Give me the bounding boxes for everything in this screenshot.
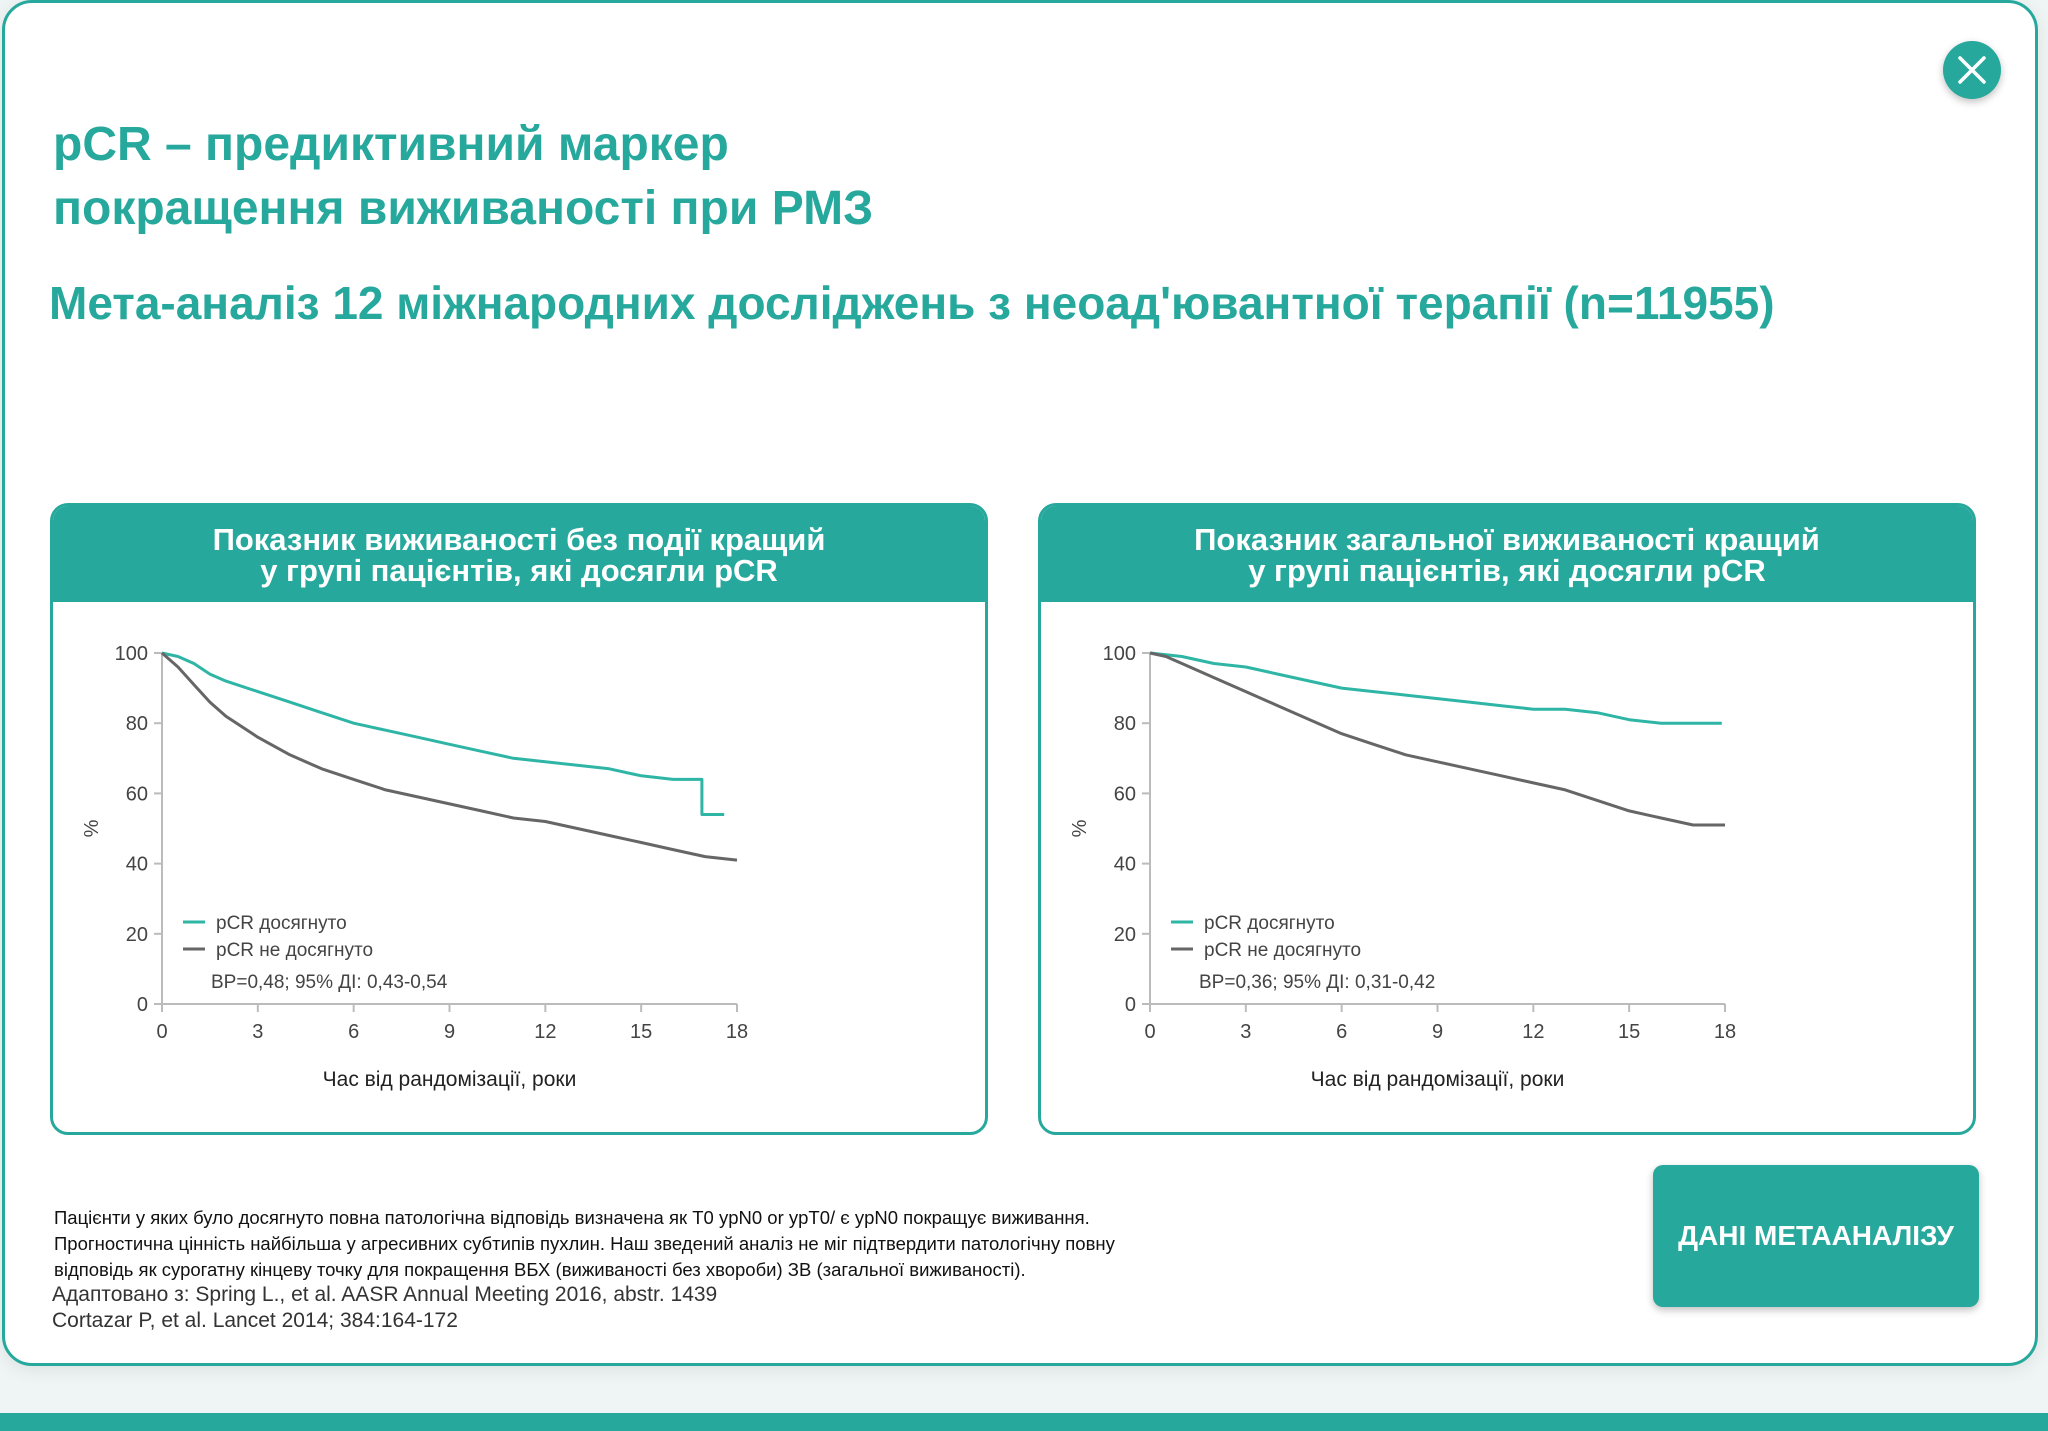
legend-label-pcr: pCR досягнуто bbox=[216, 913, 347, 934]
y-tick-label: 80 bbox=[126, 713, 148, 735]
footnote-line-2: Прогностична цінність найбільша у агреси… bbox=[54, 1233, 1115, 1254]
bottom-accent-bar bbox=[0, 1413, 2048, 1431]
legend-label-no-pcr: pCR не досягнуто bbox=[1204, 940, 1361, 961]
panel-header-line-1: Показник виживаності без події кращий bbox=[212, 522, 826, 557]
footnote-line-1: Пацієнти у яких було досягнуто повна пат… bbox=[54, 1207, 1090, 1228]
close-icon bbox=[1958, 56, 1986, 84]
y-tick-label: 60 bbox=[126, 783, 148, 805]
x-tick-label: 12 bbox=[1522, 1021, 1544, 1043]
footnote-line-3: відповідь як сурогатну кінцеву точку для… bbox=[54, 1259, 1026, 1280]
close-button[interactable] bbox=[1943, 41, 2001, 99]
page-title-line-2: покращення виживаності при РМЗ bbox=[53, 182, 874, 235]
x-tick-label: 9 bbox=[1432, 1021, 1443, 1043]
page-subtitle: Мета-аналіз 12 міжнародних досліджень з … bbox=[49, 277, 1775, 329]
hazard-ratio-label: ВР=0,48; 95% ДІ: 0,43-0,54 bbox=[211, 972, 448, 993]
modal-window: pCR – предиктивний маркер покращення виж… bbox=[2, 0, 2038, 1366]
page-title-line-1: pCR – предиктивний маркер bbox=[53, 118, 729, 171]
x-tick-label: 18 bbox=[1714, 1021, 1736, 1043]
chart-panel-os: Показник загальної виживаності кращий у … bbox=[1038, 503, 1976, 1135]
x-tick-label: 3 bbox=[252, 1021, 263, 1043]
y-tick-label: 100 bbox=[1103, 643, 1136, 665]
chart-os: 0 20 40 60 80 100 0 3 6 9 12 15 18% Час від рандоміза… bbox=[1069, 643, 1736, 1091]
x-axis-label: Час від рандомізації, роки bbox=[323, 1068, 577, 1091]
references: Адаптовано з: Spring L., et al. AASR Ann… bbox=[52, 1282, 717, 1334]
reference-line-2: Cortazar P, et al. Lancet 2014; 384:164-… bbox=[52, 1309, 458, 1332]
legend-label-pcr: pCR досягнуто bbox=[1204, 913, 1335, 934]
y-axis-label: % bbox=[81, 819, 103, 837]
x-tick-label: 15 bbox=[1618, 1021, 1640, 1043]
x-tick-label: 0 bbox=[1144, 1021, 1155, 1043]
y-tick-label: 20 bbox=[126, 924, 148, 946]
chart-panel-efs: Показник виживаності без події кращий у … bbox=[50, 503, 988, 1135]
x-tick-label: 9 bbox=[444, 1021, 455, 1043]
panel-header-os: Показник загальної виживаності кращий у … bbox=[1041, 506, 1973, 602]
x-tick-label: 12 bbox=[534, 1021, 556, 1043]
x-tick-label: 6 bbox=[1336, 1021, 1347, 1043]
x-tick-label: 0 bbox=[156, 1021, 167, 1043]
panel-header-line-2: у групі пацієнтів, які досягли pCR bbox=[1248, 553, 1766, 588]
x-tick-label: 18 bbox=[726, 1021, 748, 1043]
panel-header-efs: Показник виживаності без події кращий у … bbox=[53, 506, 985, 602]
series-pcr-not-achieved-line bbox=[1149, 651, 1725, 827]
x-tick-label: 6 bbox=[348, 1021, 359, 1043]
legend-label-no-pcr: pCR не досягнуто bbox=[216, 940, 373, 961]
y-tick-label: 40 bbox=[126, 854, 148, 876]
y-tick-label: 40 bbox=[1114, 854, 1136, 876]
y-tick-label: 0 bbox=[137, 994, 148, 1016]
x-tick-label: 3 bbox=[1240, 1021, 1251, 1043]
series-pcr-achieved-line bbox=[1149, 651, 1722, 725]
hazard-ratio-label: ВР=0,36; 95% ДІ: 0,31-0,42 bbox=[1199, 972, 1435, 993]
panel-header-line-2: у групі пацієнтів, які досягли pCR bbox=[260, 553, 778, 588]
panel-header-line-1: Показник загальної виживаності кращий bbox=[1194, 522, 1820, 557]
y-tick-label: 100 bbox=[115, 643, 148, 665]
x-tick-label: 15 bbox=[630, 1021, 652, 1043]
reference-line-1: Адаптовано з: Spring L., et al. AASR Ann… bbox=[52, 1283, 718, 1306]
y-tick-label: 20 bbox=[1114, 924, 1136, 946]
y-axis-label: % bbox=[1069, 819, 1091, 837]
chart-efs: 0 20 40 60 80 100 0 3 6 9 12 15 18% Час від рандоміза… bbox=[81, 643, 748, 1091]
y-tick-label: 0 bbox=[1125, 994, 1136, 1016]
page-title: pCR – предиктивний маркер покращення виж… bbox=[53, 113, 873, 241]
meta-analysis-data-button[interactable]: ДАНІ МЕТААНАЛІЗУ bbox=[1653, 1165, 1979, 1307]
footnote: Пацієнти у яких було досягнуто повна пат… bbox=[54, 1205, 1274, 1283]
y-tick-label: 60 bbox=[1114, 783, 1136, 805]
x-axis-label: Час від рандомізації, роки bbox=[1311, 1068, 1565, 1091]
y-tick-label: 80 bbox=[1114, 713, 1136, 735]
series-pcr-not-achieved-line bbox=[161, 651, 738, 862]
series-pcr-achieved-line bbox=[161, 651, 725, 816]
